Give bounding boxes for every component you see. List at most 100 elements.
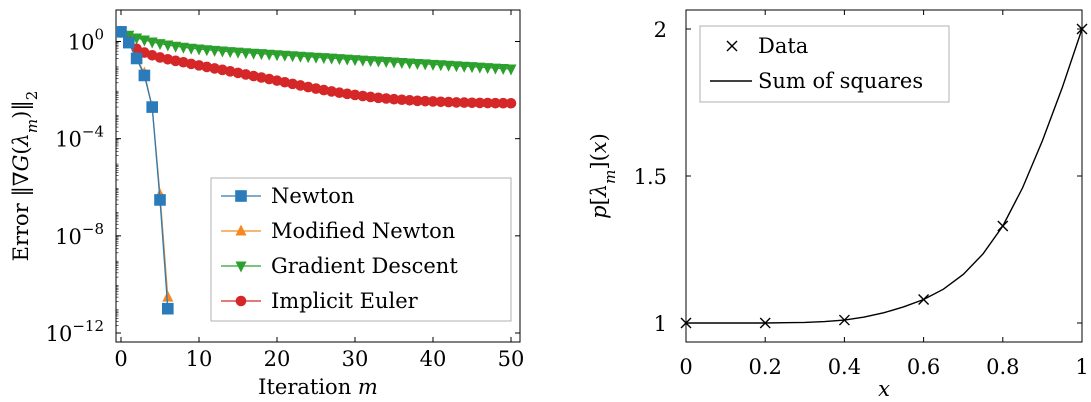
data-point: [116, 26, 127, 38]
data-point: [123, 36, 135, 49]
series-data: [680, 23, 1088, 329]
x-tick-label: 30: [342, 347, 369, 371]
data-point: [170, 41, 182, 53]
legend-label: Data: [758, 34, 808, 58]
data-point: [162, 40, 174, 52]
data-point: [318, 53, 330, 65]
legend-entry: Gradient Descent: [221, 254, 458, 278]
data-point: [466, 62, 478, 74]
legend-box: [699, 25, 950, 103]
y-tick-label: 2: [654, 18, 667, 42]
data-point: [224, 47, 236, 59]
data-point: [232, 47, 244, 59]
legend-entry: Data: [726, 34, 808, 58]
data-point: [130, 52, 143, 65]
data-point: [146, 37, 158, 49]
data-point: [248, 48, 260, 60]
data-point: [466, 97, 478, 109]
legend-label: Modified Newton: [271, 219, 455, 243]
y-tick-label: 10−8: [55, 220, 104, 249]
x-tick-label: 20: [264, 347, 291, 371]
data-point: [427, 96, 439, 107]
data-point: [505, 64, 517, 76]
data-point: [490, 97, 501, 109]
legend-entry: Implicit Euler: [221, 289, 419, 313]
data-point: [497, 64, 509, 76]
data-point: [489, 63, 501, 75]
x-tick-label: 0.6: [907, 355, 940, 379]
y-tick-label: 10−4: [55, 123, 104, 152]
legend-label: Sum of squares: [758, 69, 923, 93]
legend-label: Implicit Euler: [271, 289, 419, 313]
data-point: [162, 290, 174, 302]
data-point: [458, 61, 470, 73]
axes-frame: [115, 9, 521, 343]
data-point: [185, 43, 197, 55]
data-point: [326, 53, 338, 65]
series-line: [686, 28, 1083, 324]
data-point: [680, 317, 692, 329]
data-point: [474, 62, 486, 74]
data-point: [318, 84, 330, 96]
data-point: [435, 60, 447, 72]
data-point: [918, 293, 930, 305]
y-tick-label: 1: [654, 312, 667, 336]
data-point: [435, 96, 447, 108]
data-point: [216, 46, 228, 58]
y-tick-label: 1.5: [634, 165, 667, 189]
data-point: [482, 63, 494, 75]
data-point: [396, 57, 408, 69]
x-tick-label: 0.8: [986, 355, 1019, 379]
data-point: [997, 220, 1009, 232]
data-point: [177, 42, 189, 54]
legend-marker: [235, 224, 247, 236]
data-point: [365, 91, 376, 103]
data-point: [279, 50, 291, 62]
data-point: [372, 56, 384, 68]
data-point: [419, 59, 431, 71]
legend: Newton Modified Newton Gradient Descent Imp…: [210, 177, 512, 322]
legend-label: Newton: [271, 184, 354, 208]
data-point: [287, 51, 299, 63]
series-gradient-descent: [116, 27, 517, 76]
data-point: [412, 95, 423, 107]
data-point: [341, 88, 353, 100]
data-point: [341, 54, 353, 66]
legend-marker: [235, 190, 247, 202]
legend-marker: [726, 40, 738, 52]
y-tick-label: 10−12: [46, 317, 104, 346]
data-point: [326, 86, 337, 97]
x-axis-label: x: [878, 377, 890, 401]
data-point: [154, 194, 166, 206]
data-point: [154, 39, 166, 51]
data-point: [357, 55, 369, 67]
x-tick-label: 0: [679, 355, 692, 379]
data-point: [373, 92, 384, 104]
legend-entry: Modified Newton: [221, 219, 455, 243]
data-point: [404, 58, 416, 70]
data-point: [1076, 23, 1088, 35]
data-point: [255, 49, 267, 61]
data-point: [450, 61, 462, 73]
data-point: [349, 55, 361, 67]
data-point: [505, 97, 517, 109]
data-point: [497, 97, 509, 109]
legend-label: Gradient Descent: [271, 254, 458, 278]
data-point: [380, 57, 392, 69]
data-point: [411, 58, 423, 70]
data-point: [474, 97, 486, 109]
data-point: [240, 48, 252, 60]
data-point: [404, 94, 415, 106]
data-point: [271, 50, 283, 62]
x-axis-label: Iteration m: [258, 375, 378, 399]
data-point: [388, 93, 400, 105]
data-point: [838, 314, 850, 326]
x-tick-label: 1: [1075, 355, 1088, 379]
x-tick-label: 50: [498, 347, 525, 371]
legend-marker: [235, 261, 247, 273]
y-axis-label: p[λm](x): [587, 133, 619, 219]
data-point: [427, 59, 439, 71]
series-sum-of-squares: [686, 28, 1083, 324]
x-tick-label: 10: [186, 347, 213, 371]
